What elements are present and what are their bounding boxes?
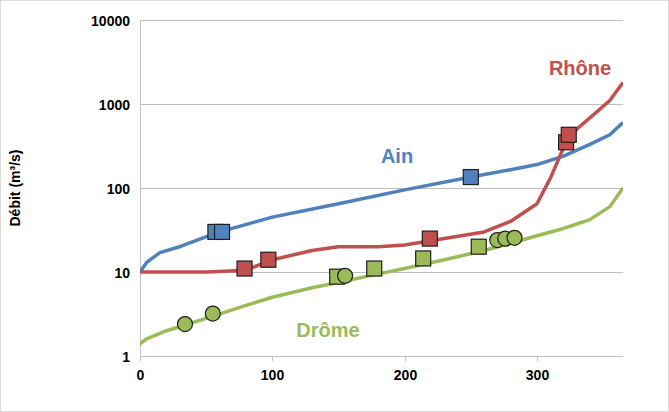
data-point bbox=[177, 317, 192, 332]
y-tick-label: 100 bbox=[107, 181, 131, 197]
x-tick-label: 100 bbox=[261, 367, 285, 383]
data-point bbox=[422, 231, 437, 246]
chart: 1 10 100 1000 10000 0 100 200 300 Débit (m³/s) Ain… bbox=[0, 0, 669, 412]
x-tick-label: 200 bbox=[394, 367, 418, 383]
chart-border bbox=[1, 1, 669, 412]
series-label: Ain bbox=[381, 145, 413, 167]
data-point bbox=[237, 261, 252, 276]
x-tick bbox=[405, 356, 406, 361]
grid-line bbox=[140, 20, 623, 21]
series-line bbox=[140, 83, 623, 272]
data-point bbox=[215, 224, 230, 239]
grid-line bbox=[140, 104, 623, 105]
data-point bbox=[338, 268, 353, 283]
data-point bbox=[463, 170, 478, 185]
plot-area bbox=[140, 83, 623, 344]
x-tick bbox=[140, 356, 141, 361]
series-label: Rhône bbox=[549, 57, 611, 79]
series-label: Drôme bbox=[296, 319, 359, 341]
data-point bbox=[261, 252, 276, 267]
data-point bbox=[367, 261, 382, 276]
grid-line bbox=[140, 356, 623, 357]
data-point bbox=[205, 306, 220, 321]
data-point bbox=[507, 230, 522, 245]
series-line bbox=[140, 188, 623, 344]
y-tick-label: 1 bbox=[122, 349, 130, 365]
x-tick bbox=[537, 356, 538, 361]
x-tick-label: 300 bbox=[526, 367, 550, 383]
x-tick bbox=[272, 356, 273, 361]
y-axis bbox=[140, 20, 141, 356]
data-point bbox=[471, 239, 486, 254]
series-line bbox=[140, 123, 623, 272]
y-axis-label: Débit (m³/s) bbox=[7, 150, 23, 227]
y-tick-label: 10000 bbox=[91, 13, 130, 29]
x-tick-label: 0 bbox=[137, 367, 145, 383]
x-axis bbox=[140, 356, 623, 357]
y-tick-label: 1000 bbox=[99, 97, 130, 113]
data-point bbox=[561, 127, 576, 142]
grid-line bbox=[140, 188, 623, 189]
y-tick-label: 10 bbox=[114, 265, 130, 281]
data-point bbox=[416, 251, 431, 266]
